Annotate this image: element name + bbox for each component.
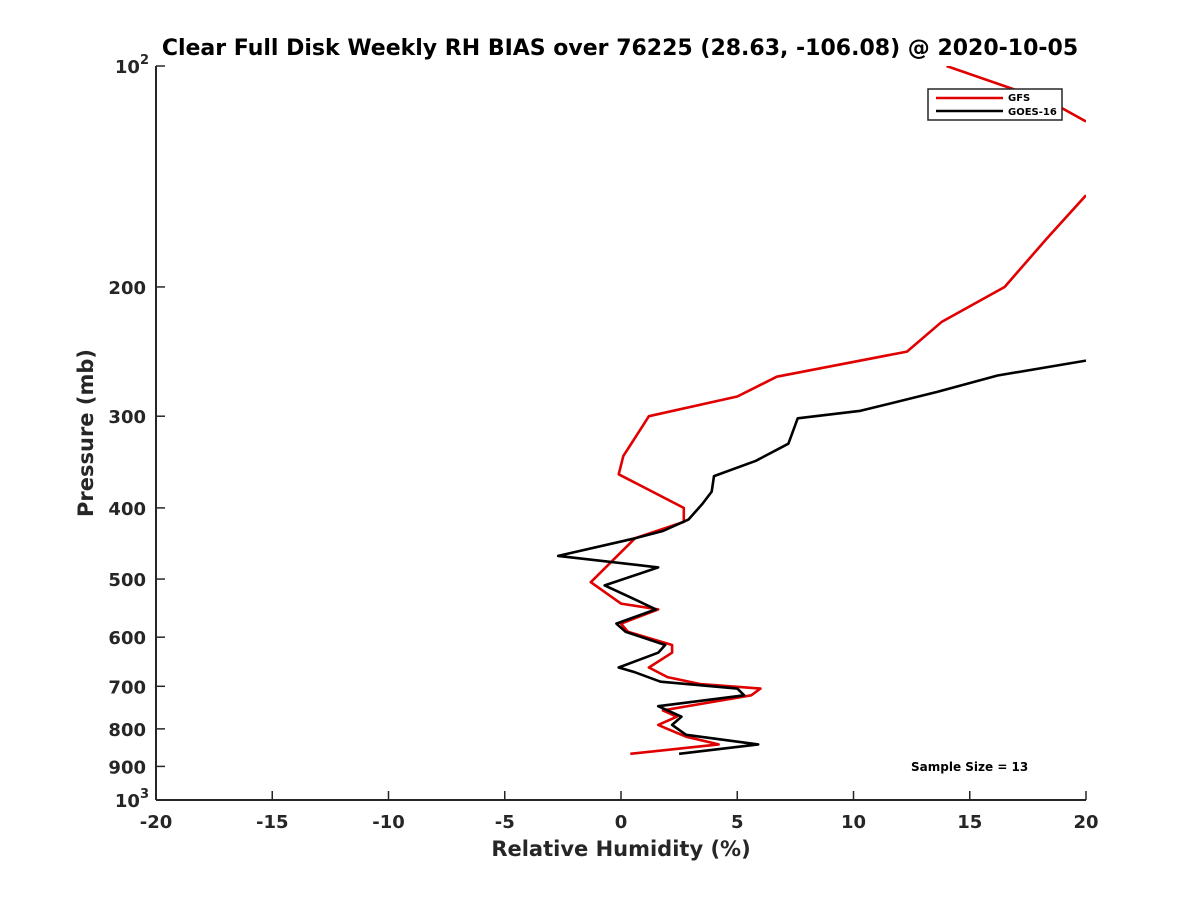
y-tick-label: 900: [108, 757, 146, 778]
series-line-goes16: [556, 359, 1086, 756]
y-tick-label: 700: [108, 677, 146, 698]
x-axis-label: Relative Humidity (%): [491, 837, 750, 861]
series-layer: [556, 66, 1086, 756]
y-tick-label: 103: [115, 787, 149, 812]
y-tick-label: 800: [108, 720, 146, 741]
y-tick-label: 500: [108, 570, 146, 591]
x-tick-label: 5: [731, 812, 744, 833]
x-tick-label: -20: [140, 812, 173, 833]
y-tick-label: 600: [108, 628, 146, 649]
chart-title: Clear Full Disk Weekly RH BIAS over 7622…: [162, 36, 1078, 61]
y-tick-label: 102: [115, 53, 149, 78]
legend-label-goes16: GOES-16: [1008, 107, 1057, 118]
x-tick-label: 20: [1073, 812, 1098, 833]
legend-label-gfs: GFS: [1008, 93, 1030, 104]
y-axis-label: Pressure (mb): [74, 349, 98, 517]
x-tick-label: 0: [615, 812, 628, 833]
legend-box: [927, 88, 1063, 121]
x-tick-label: -15: [256, 812, 289, 833]
legend: GFS GOES-16: [927, 88, 1063, 121]
series-line-gfs: [589, 194, 1086, 756]
plot-area: [155, 66, 1086, 801]
x-tick-label: -10: [372, 812, 405, 833]
x-tick-label: -5: [495, 812, 515, 833]
y-ticks: 102 200 300 400 500 600 700 800 900 103: [108, 53, 165, 812]
sample-size-annotation: Sample Size = 13: [911, 760, 1028, 774]
x-tick-label: 10: [841, 812, 866, 833]
x-ticks: -20 -15 -10 -5 0 5 10 15 20: [140, 791, 1099, 833]
y-tick-label: 300: [108, 407, 146, 428]
y-tick-label: 200: [108, 278, 146, 299]
y-tick-label: 400: [108, 499, 146, 520]
x-tick-label: 15: [957, 812, 982, 833]
